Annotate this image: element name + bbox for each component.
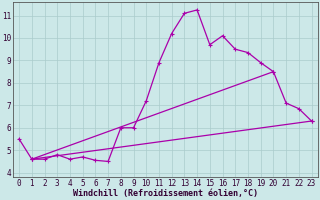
X-axis label: Windchill (Refroidissement éolien,°C): Windchill (Refroidissement éolien,°C) [73,189,258,198]
